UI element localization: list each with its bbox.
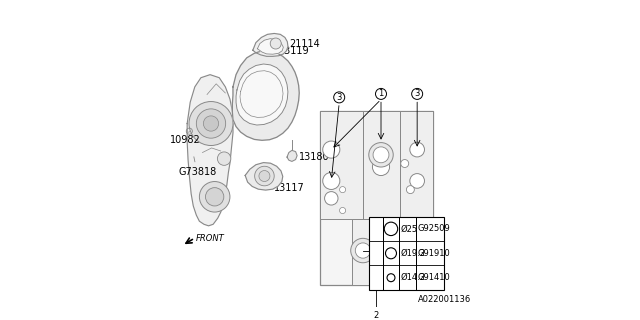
Text: 16139: 16139 [236, 97, 267, 114]
Circle shape [204, 116, 219, 131]
Text: 2: 2 [373, 249, 378, 258]
Text: G92509: G92509 [417, 224, 450, 233]
Circle shape [410, 142, 424, 157]
Circle shape [371, 310, 382, 320]
Circle shape [387, 274, 395, 282]
Text: Ø25: Ø25 [401, 224, 418, 233]
Circle shape [205, 188, 224, 206]
Circle shape [218, 152, 231, 165]
Circle shape [369, 143, 393, 167]
Bar [320, 111, 363, 219]
Circle shape [324, 192, 338, 205]
Circle shape [373, 244, 380, 250]
Circle shape [340, 187, 346, 193]
Circle shape [376, 238, 400, 263]
Text: A022001136: A022001136 [418, 295, 471, 304]
Circle shape [371, 273, 380, 282]
Text: 21114: 21114 [283, 38, 319, 49]
Bar [369, 217, 444, 290]
Circle shape [410, 173, 424, 188]
Circle shape [189, 101, 233, 146]
Circle shape [371, 249, 380, 258]
Text: G91910: G91910 [417, 249, 450, 258]
Polygon shape [236, 64, 288, 125]
Text: 2: 2 [374, 311, 379, 320]
Circle shape [270, 38, 281, 49]
Text: 13119: 13119 [271, 46, 309, 56]
Circle shape [372, 158, 390, 176]
Text: FRONT: FRONT [196, 235, 225, 244]
Polygon shape [257, 39, 284, 54]
Circle shape [323, 141, 340, 158]
Bar [351, 219, 401, 285]
Circle shape [333, 92, 345, 103]
Circle shape [200, 181, 230, 212]
Text: Ø14.2: Ø14.2 [401, 273, 426, 282]
Circle shape [323, 172, 340, 189]
Polygon shape [253, 34, 288, 56]
Text: 1: 1 [373, 224, 378, 233]
Circle shape [259, 171, 270, 181]
Circle shape [406, 186, 414, 194]
Circle shape [196, 109, 226, 138]
Text: 10982: 10982 [170, 131, 201, 145]
Circle shape [255, 166, 274, 186]
Polygon shape [187, 75, 233, 226]
Text: 32152: 32152 [236, 106, 267, 123]
Circle shape [401, 160, 409, 167]
Text: 3: 3 [337, 93, 342, 102]
Circle shape [412, 88, 422, 100]
Circle shape [384, 222, 397, 236]
Text: 3: 3 [415, 89, 420, 99]
Circle shape [376, 88, 387, 100]
Circle shape [340, 207, 346, 213]
Text: 1: 1 [378, 89, 383, 99]
Text: 13117: 13117 [268, 179, 305, 193]
Text: Ø19.2: Ø19.2 [401, 249, 426, 258]
Text: 3: 3 [373, 273, 378, 282]
Bar [363, 111, 400, 219]
Bar [320, 111, 433, 285]
Circle shape [380, 243, 396, 258]
Circle shape [385, 248, 397, 259]
Text: G91410: G91410 [417, 273, 450, 282]
Polygon shape [232, 51, 300, 140]
Circle shape [351, 238, 375, 263]
Text: G73818: G73818 [178, 157, 216, 177]
Circle shape [355, 243, 371, 258]
Bar [400, 111, 433, 219]
Circle shape [373, 147, 389, 163]
Polygon shape [287, 150, 297, 161]
Text: 13180: 13180 [293, 152, 329, 162]
Circle shape [371, 224, 380, 233]
Polygon shape [245, 163, 283, 190]
